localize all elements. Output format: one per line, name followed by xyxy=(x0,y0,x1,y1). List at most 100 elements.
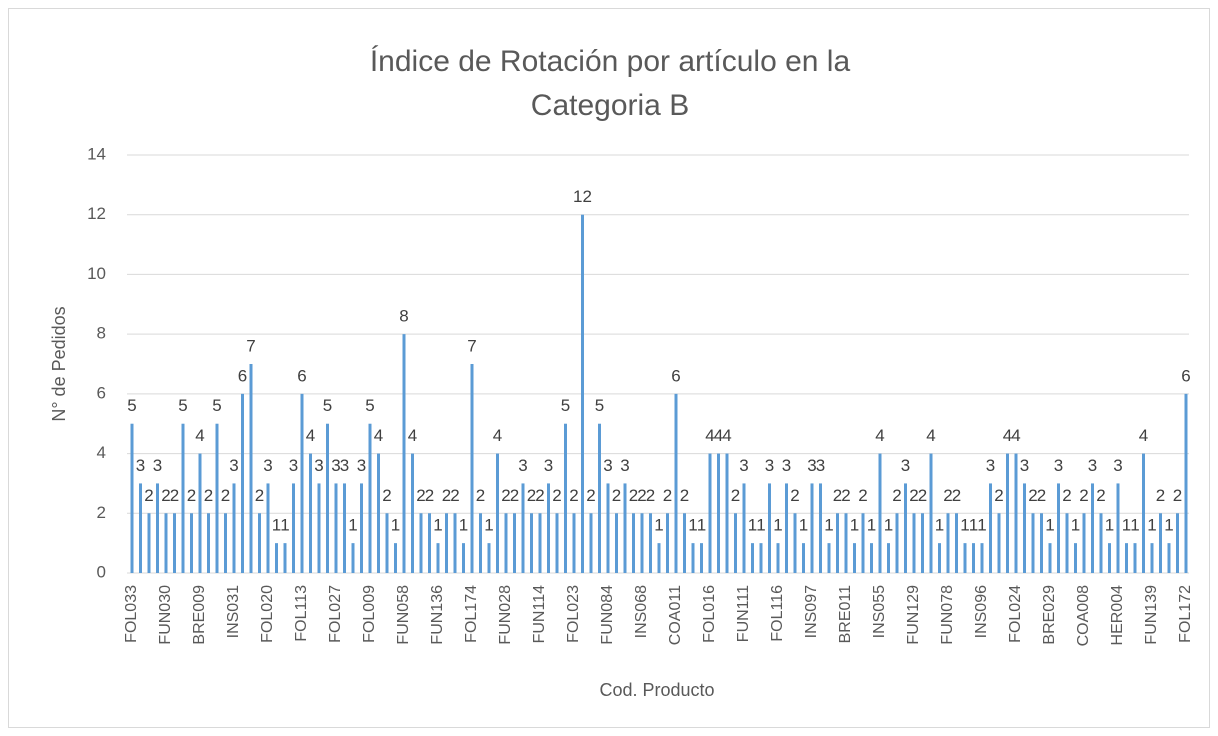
data-label: 1 xyxy=(773,516,782,535)
data-label: 1 xyxy=(433,516,442,535)
x-tick-label: FOL116 xyxy=(769,585,786,642)
data-label: 3 xyxy=(263,456,272,475)
bar xyxy=(1082,513,1086,573)
bar xyxy=(904,483,907,573)
data-label: 2 xyxy=(994,486,1003,505)
data-label: 4 xyxy=(1011,426,1020,445)
x-tick-label: FUN129 xyxy=(905,585,922,645)
x-tick-label: HER004 xyxy=(1109,585,1126,646)
y-axis-title: N° de Pedidos xyxy=(49,306,69,421)
bar xyxy=(292,483,295,573)
bar xyxy=(1014,453,1018,573)
data-label: 1 xyxy=(1105,516,1114,535)
data-label: 2 xyxy=(161,486,170,505)
bar xyxy=(1184,393,1188,573)
data-label: 6 xyxy=(1181,366,1190,385)
data-label: 2 xyxy=(425,486,434,505)
bar xyxy=(377,453,380,573)
x-tick-label: FUN136 xyxy=(429,585,446,645)
bar xyxy=(156,483,159,573)
bar xyxy=(734,513,737,573)
bar xyxy=(394,543,397,573)
bar xyxy=(853,543,856,573)
bar xyxy=(887,543,890,573)
bar xyxy=(640,513,644,573)
data-label: 2 xyxy=(569,486,578,505)
bar xyxy=(827,543,831,573)
chart-border xyxy=(8,8,1210,728)
bar xyxy=(581,214,584,573)
data-label: 3 xyxy=(901,456,910,475)
data-label: 3 xyxy=(544,456,553,475)
bar xyxy=(606,483,610,573)
x-tick-label: BRE029 xyxy=(1041,585,1058,645)
data-label: 4 xyxy=(722,426,731,445)
data-label: 3 xyxy=(816,456,825,475)
data-label: 4 xyxy=(306,426,315,445)
bar xyxy=(470,364,474,573)
bar xyxy=(912,513,916,573)
chart-title: Índice de Rotación por artículo en la xyxy=(370,45,851,78)
bar xyxy=(1159,513,1162,573)
bar xyxy=(139,483,142,573)
bar xyxy=(173,513,176,573)
data-label: 2 xyxy=(416,486,425,505)
bar xyxy=(683,513,686,573)
bar xyxy=(402,334,406,573)
bar xyxy=(411,453,414,573)
data-label: 3 xyxy=(518,456,527,475)
data-label: 2 xyxy=(510,486,519,505)
x-tick-label: INS096 xyxy=(973,585,990,638)
bar xyxy=(657,543,661,573)
data-label: 4 xyxy=(926,426,935,445)
bar xyxy=(504,513,508,573)
data-label: 5 xyxy=(323,396,332,415)
x-tick-label: FOL009 xyxy=(361,585,378,643)
data-label: 3 xyxy=(1054,456,1063,475)
x-tick-label: INS055 xyxy=(871,585,888,638)
bar xyxy=(989,483,992,573)
data-label: 4 xyxy=(1139,426,1148,445)
bar xyxy=(462,543,465,573)
data-label: 2 xyxy=(1096,486,1105,505)
data-label: 5 xyxy=(212,396,221,415)
data-label: 3 xyxy=(357,456,366,475)
bar xyxy=(164,513,168,573)
x-tick-label: FOL172 xyxy=(1177,585,1194,643)
data-label: 2 xyxy=(841,486,850,505)
bar xyxy=(215,423,219,573)
bar xyxy=(895,513,899,573)
data-label: 2 xyxy=(1028,486,1037,505)
bar xyxy=(1116,483,1120,573)
bar xyxy=(632,513,635,573)
bar xyxy=(836,513,839,573)
bar xyxy=(309,453,312,573)
bar xyxy=(878,453,882,573)
data-label: 3 xyxy=(986,456,995,475)
bar xyxy=(419,513,423,573)
data-label: 1 xyxy=(1122,516,1131,535)
data-label: 3 xyxy=(136,456,145,475)
x-tick-label: FOL113 xyxy=(293,585,310,642)
data-label: 2 xyxy=(731,486,740,505)
bar xyxy=(776,543,780,573)
data-label: 1 xyxy=(348,516,357,535)
bar xyxy=(1048,543,1052,573)
data-label: 1 xyxy=(1147,516,1156,535)
data-label: 3 xyxy=(782,456,791,475)
data-label: 3 xyxy=(739,456,748,475)
x-tick-label: FUN114 xyxy=(531,585,548,643)
bar xyxy=(615,513,618,573)
data-label: 1 xyxy=(1130,516,1139,535)
data-label: 1 xyxy=(960,516,969,535)
bar xyxy=(1091,483,1094,573)
bar xyxy=(708,453,712,573)
data-label: 2 xyxy=(952,486,961,505)
bar xyxy=(530,513,533,573)
data-label: 1 xyxy=(1071,516,1080,535)
data-label: 1 xyxy=(799,516,808,535)
bar xyxy=(980,543,984,573)
data-label: 3 xyxy=(340,456,349,475)
data-label: 3 xyxy=(807,456,816,475)
bar xyxy=(802,543,805,573)
